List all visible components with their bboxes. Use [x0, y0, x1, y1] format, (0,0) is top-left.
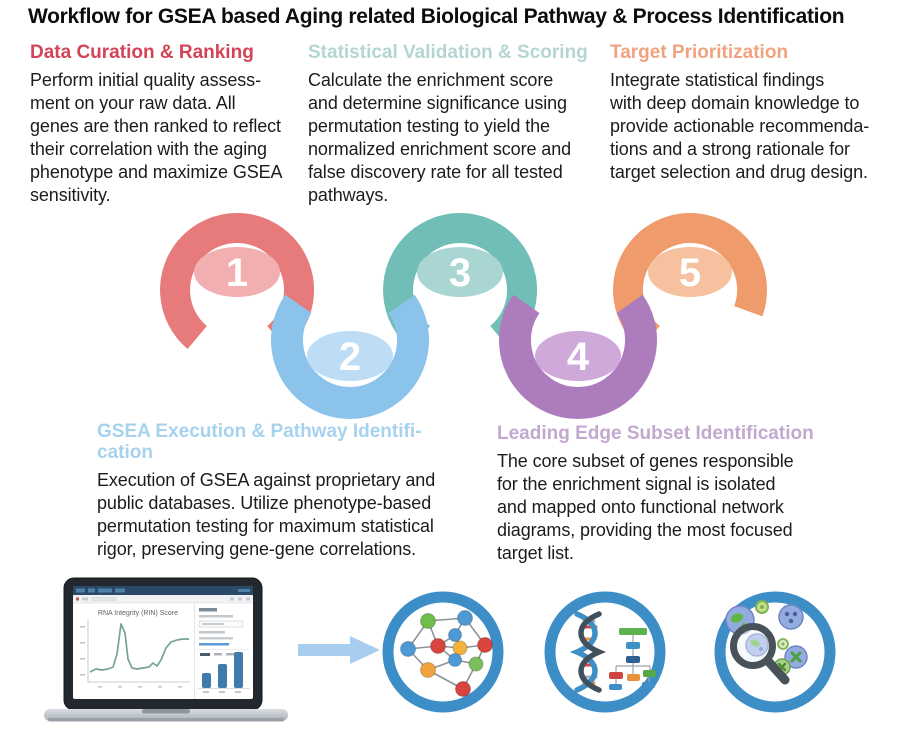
svg-text:RNA Integrity (RIN) Score: RNA Integrity (RIN) Score: [98, 610, 178, 617]
step-2-description: Execution of GSEA against proprietary an…: [97, 470, 436, 559]
step-5-arc: [613, 213, 767, 349]
cell-screening-icon: [714, 591, 836, 713]
step-4-bubble: [535, 331, 621, 381]
step-2-arc: [271, 294, 429, 420]
laptop-side-panel: [194, 603, 250, 699]
laptop-line-series: [89, 623, 189, 673]
step-3-description: Calculate the enrichment score and deter…: [308, 70, 572, 205]
step-5-bubble: [648, 247, 732, 297]
page-title: Workflow for GSEA based Aging related Bi…: [28, 5, 845, 28]
step-3-number: 3: [449, 251, 471, 295]
step-4-heading: Leading Edge Subset Identification: [497, 423, 814, 444]
laptop-bar-chart: [198, 652, 250, 693]
dna-helix: [569, 611, 607, 693]
step-5-number: 5: [679, 251, 701, 295]
step-3-bubble: [417, 247, 503, 297]
step-1-text-block: Data Curation & Ranking Perform initial …: [30, 42, 312, 207]
step-1-heading: Data Curation & Ranking: [30, 42, 254, 63]
laptop-chart: RNA Integrity (RIN) Score: [80, 610, 190, 688]
annotation-flowchart: [609, 628, 656, 690]
step-4-description: The core subset of genes responsible for…: [497, 451, 794, 563]
step-5-description: Integrate statistical findings with deep…: [610, 70, 870, 182]
step-4-text-block: Leading Edge Subset Identification The c…: [497, 423, 897, 565]
step-2-number: 2: [339, 335, 361, 379]
step-3-text-block: Statistical Validation & Scoring Calcula…: [308, 42, 608, 207]
step-1-arc: [160, 213, 314, 349]
step-1-number: 1: [226, 251, 248, 295]
laptop-illustration: RNA Integrity (RIN) Score: [42, 576, 302, 726]
step-4-number: 4: [567, 335, 590, 379]
magnifier-glass: [730, 623, 790, 685]
dna-annotation-icon: [544, 591, 666, 713]
arrow-right-icon: [298, 636, 380, 664]
step-3-arc: [383, 213, 537, 349]
step-2-bubble: [307, 331, 393, 381]
step-2-heading: GSEA Execution & Pathway Identifi- catio…: [97, 421, 422, 463]
network-nodes: [399, 609, 494, 698]
step-3-heading: Statistical Validation & Scoring: [308, 42, 588, 63]
gene-network-icon: [382, 591, 504, 713]
step-1-description: Perform initial quality assess- ment on …: [30, 70, 283, 205]
laptop-base: [44, 709, 288, 722]
step-5-text-block: Target Prioritization Integrate statisti…: [610, 42, 900, 184]
step-4-arc: [499, 294, 657, 420]
step-2-text-block: GSEA Execution & Pathway Identifi- catio…: [97, 421, 495, 561]
step-1-bubble: [194, 247, 280, 297]
step-5-heading: Target Prioritization: [610, 42, 789, 63]
laptop-screen: RNA Integrity (RIN) Score: [63, 577, 263, 711]
